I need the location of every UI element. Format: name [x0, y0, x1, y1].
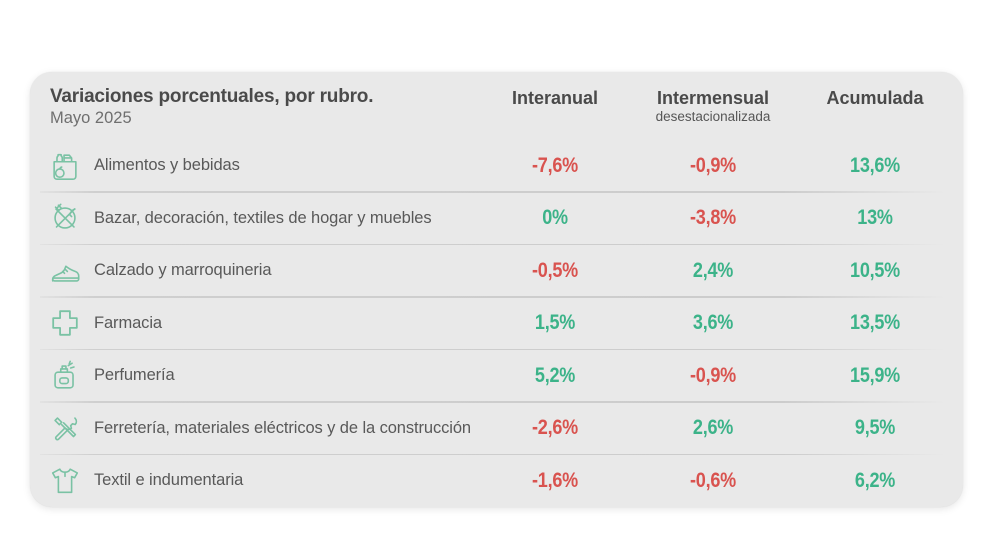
title-block: Variaciones porcentuales, por rubro. May…	[30, 86, 490, 128]
row-label-cell: Perfumería	[30, 359, 490, 393]
value-cell: 2,6%	[692, 416, 734, 439]
value-cell: 10,5%	[850, 258, 900, 282]
table-row: Farmacia 1,5% 3,6% 13,5%	[30, 298, 963, 349]
groceries-icon	[48, 149, 82, 183]
value-cell: 1,5%	[534, 311, 576, 334]
value-cell: 2,4%	[692, 258, 734, 282]
row-label: Bazar, decoración, textiles de hogar y m…	[94, 208, 432, 227]
row-label-cell: Textil e indumentaria	[30, 464, 490, 498]
value-cell: 13%	[857, 206, 893, 229]
table-header: Variaciones porcentuales, por rubro. May…	[30, 72, 963, 140]
table-body: Alimentos y bebidas -7,6% -0,9% 13,6% Baza…	[30, 140, 963, 506]
value-cell: 0%	[542, 206, 568, 229]
value-cell: 3,6%	[692, 311, 734, 334]
value-cell: -0,6%	[690, 468, 736, 492]
table-row: Textil e indumentaria -1,6% -0,6% 6,2%	[30, 455, 963, 506]
perfume-icon	[48, 359, 82, 393]
row-label: Alimentos y bebidas	[94, 156, 240, 174]
shoe-icon	[48, 254, 82, 288]
tableware-icon	[48, 201, 82, 235]
row-label: Textil e indumentaria	[94, 471, 244, 489]
value-cell: -0,5%	[532, 258, 578, 282]
tshirt-icon	[48, 464, 82, 498]
tools-icon	[48, 411, 82, 445]
row-label-cell: Alimentos y bebidas	[30, 149, 490, 183]
row-label: Farmacia	[94, 313, 162, 332]
value-cell: -0,9%	[690, 363, 736, 387]
row-label: Perfumería	[94, 366, 175, 384]
column-subheader-desestacionalizada: desestacionalizada	[655, 109, 771, 124]
value-cell: -3,8%	[690, 206, 736, 229]
page-subtitle: Mayo 2025	[50, 109, 132, 127]
row-divider	[40, 296, 945, 298]
row-label-cell: Farmacia	[30, 306, 490, 340]
page-title: Variaciones porcentuales, por rubro.	[50, 86, 374, 107]
table-row: Perfumería 5,2% -0,9% 15,9%	[30, 350, 963, 401]
value-cell: -1,6%	[532, 468, 578, 492]
value-cell: 13,6%	[850, 153, 900, 177]
pharmacy-cross-icon	[48, 306, 82, 340]
table-row: Bazar, decoración, textiles de hogar y m…	[30, 193, 963, 244]
row-label: Calzado y marroquineria	[94, 261, 272, 279]
row-divider	[40, 348, 945, 350]
value-cell: 15,9%	[850, 363, 900, 387]
value-cell: 6,2%	[854, 468, 896, 492]
row-label: Ferretería, materiales eléctricos y de l…	[94, 418, 472, 437]
row-label-cell: Bazar, decoración, textiles de hogar y m…	[30, 201, 490, 235]
variations-table-card: Variaciones porcentuales, por rubro. May…	[30, 72, 963, 507]
value-cell: 9,5%	[854, 416, 896, 439]
value-cell: -7,6%	[532, 153, 578, 177]
row-label-cell: Ferretería, materiales eléctricos y de l…	[30, 411, 490, 445]
row-divider	[40, 453, 945, 455]
table-row: Calzado y marroquineria -0,5% 2,4% 10,5%	[30, 245, 963, 296]
row-label-cell: Calzado y marroquineria	[30, 254, 490, 288]
table-row: Ferretería, materiales eléctricos y de l…	[30, 403, 963, 454]
value-cell: 13,5%	[850, 311, 900, 334]
row-divider	[40, 401, 945, 403]
value-cell: 5,2%	[534, 363, 576, 387]
value-cell: -0,9%	[690, 153, 736, 177]
column-header-interanual: Interanual	[511, 88, 599, 108]
table-row: Alimentos y bebidas -7,6% -0,9% 13,6%	[30, 140, 963, 191]
row-divider	[40, 191, 945, 193]
value-cell: -2,6%	[532, 416, 578, 439]
column-header-acumulada: Acumulada	[826, 88, 924, 108]
column-header-intermensual: Intermensual desestacionalizada	[620, 86, 806, 124]
column-header-intermensual-label: Intermensual	[656, 88, 770, 108]
row-divider	[40, 243, 945, 245]
